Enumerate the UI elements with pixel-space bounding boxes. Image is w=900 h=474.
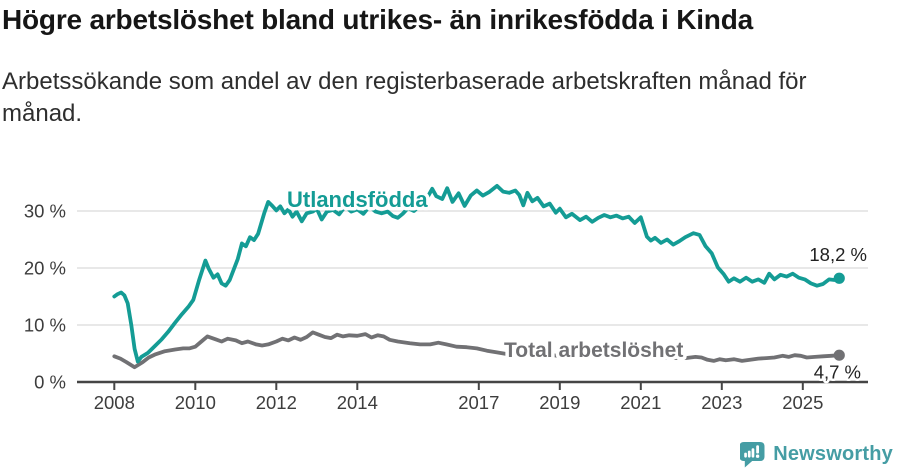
- series-line-1: [112, 330, 842, 370]
- x-tick-label: 2010: [175, 392, 216, 413]
- series-endpoint-dot-0: [833, 272, 845, 284]
- newsworthy-logo: Newsworthy: [740, 441, 893, 468]
- series-end-value-label-0: 18,2 %: [809, 244, 867, 265]
- x-tick-label: 2012: [256, 392, 297, 413]
- x-tick-label: 2017: [458, 392, 499, 413]
- x-tick-label: 2021: [620, 392, 661, 413]
- series-line-0: [112, 184, 842, 364]
- newsworthy-wordmark: Newsworthy: [773, 443, 893, 465]
- series-endpoint-dot-1: [833, 349, 845, 361]
- y-tick-label: 30 %: [24, 201, 66, 222]
- series-end-value-label-1: 4,7 %: [814, 362, 861, 383]
- x-tick-label: 2025: [782, 392, 823, 413]
- page-title: Högre arbetslöshet bland utrikes- än inr…: [2, 4, 753, 35]
- chart-subtitle: Arbetssökande som andel av den registerb…: [2, 68, 807, 127]
- x-tick-label: 2023: [701, 392, 742, 413]
- x-tick-label: 2008: [94, 392, 135, 413]
- series-label-1: Total arbetslöshet: [504, 339, 683, 362]
- y-tick-label: 20 %: [24, 258, 66, 279]
- y-tick-label: 0 %: [34, 372, 66, 393]
- series-label-0: Utlandsfödda: [287, 187, 428, 212]
- y-tick-label: 10 %: [24, 315, 66, 336]
- unemployment-line-chart: 2008 2010 2012 2014 2017 2019 2021 2023 2025 0 % 1…: [24, 184, 870, 414]
- chart-header: Högre arbetslöshet bland utrikes- än inr…: [0, 0, 900, 130]
- newsworthy-icon: [740, 441, 765, 467]
- x-tick-label: 2014: [337, 392, 378, 413]
- x-tick-label: 2019: [539, 392, 580, 413]
